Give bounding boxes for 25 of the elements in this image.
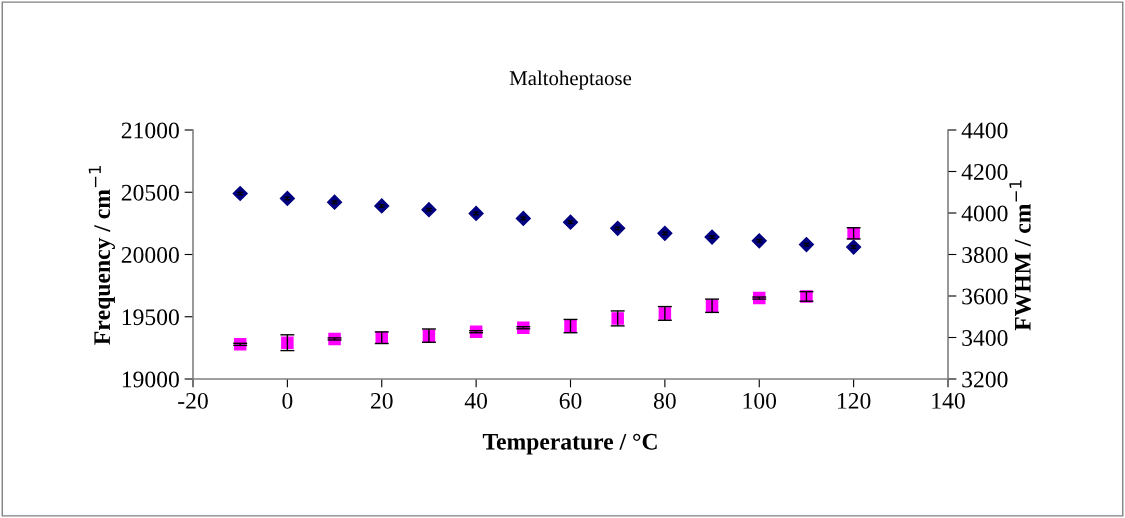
x-tick-label: 20 bbox=[370, 392, 393, 409]
y2-tick-label: 4400 bbox=[961, 122, 1008, 139]
y-tick-label: 20000 bbox=[121, 246, 179, 263]
x-tick-label: 60 bbox=[559, 392, 582, 409]
x-tick-label: 0 bbox=[282, 392, 293, 409]
chart-title: Maltoheptaose bbox=[509, 70, 632, 90]
x-tick-label: 100 bbox=[743, 392, 777, 409]
y-tick-label: 21000 bbox=[121, 122, 179, 139]
y2-axis-title: FWHM / cm$^{−1}$ bbox=[1009, 180, 1031, 331]
x-axis-title: Temperature / °C bbox=[482, 433, 657, 455]
x-tick-label: 140 bbox=[932, 392, 965, 409]
y2-tick-label: 4200 bbox=[961, 163, 1008, 180]
y2-tick-label: 3600 bbox=[962, 288, 1008, 305]
y-tick-label: 19500 bbox=[122, 309, 179, 326]
y-tick-label: 20500 bbox=[121, 184, 179, 201]
y2-tick-label: 3200 bbox=[962, 371, 1008, 388]
y-tick-label: 19000 bbox=[122, 371, 179, 388]
y2-tick-label: 3800 bbox=[962, 246, 1008, 263]
x-tick-label: 120 bbox=[837, 392, 871, 409]
y-axis-title: Frequency / cm$^{−1}$ bbox=[88, 166, 115, 345]
x-tick-label: 40 bbox=[464, 392, 488, 409]
x-tick-label: -20 bbox=[178, 392, 208, 409]
x-tick-label: 80 bbox=[653, 392, 676, 409]
y2-tick-label: 4000 bbox=[961, 205, 1008, 222]
y2-tick-label: 3400 bbox=[962, 329, 1008, 346]
